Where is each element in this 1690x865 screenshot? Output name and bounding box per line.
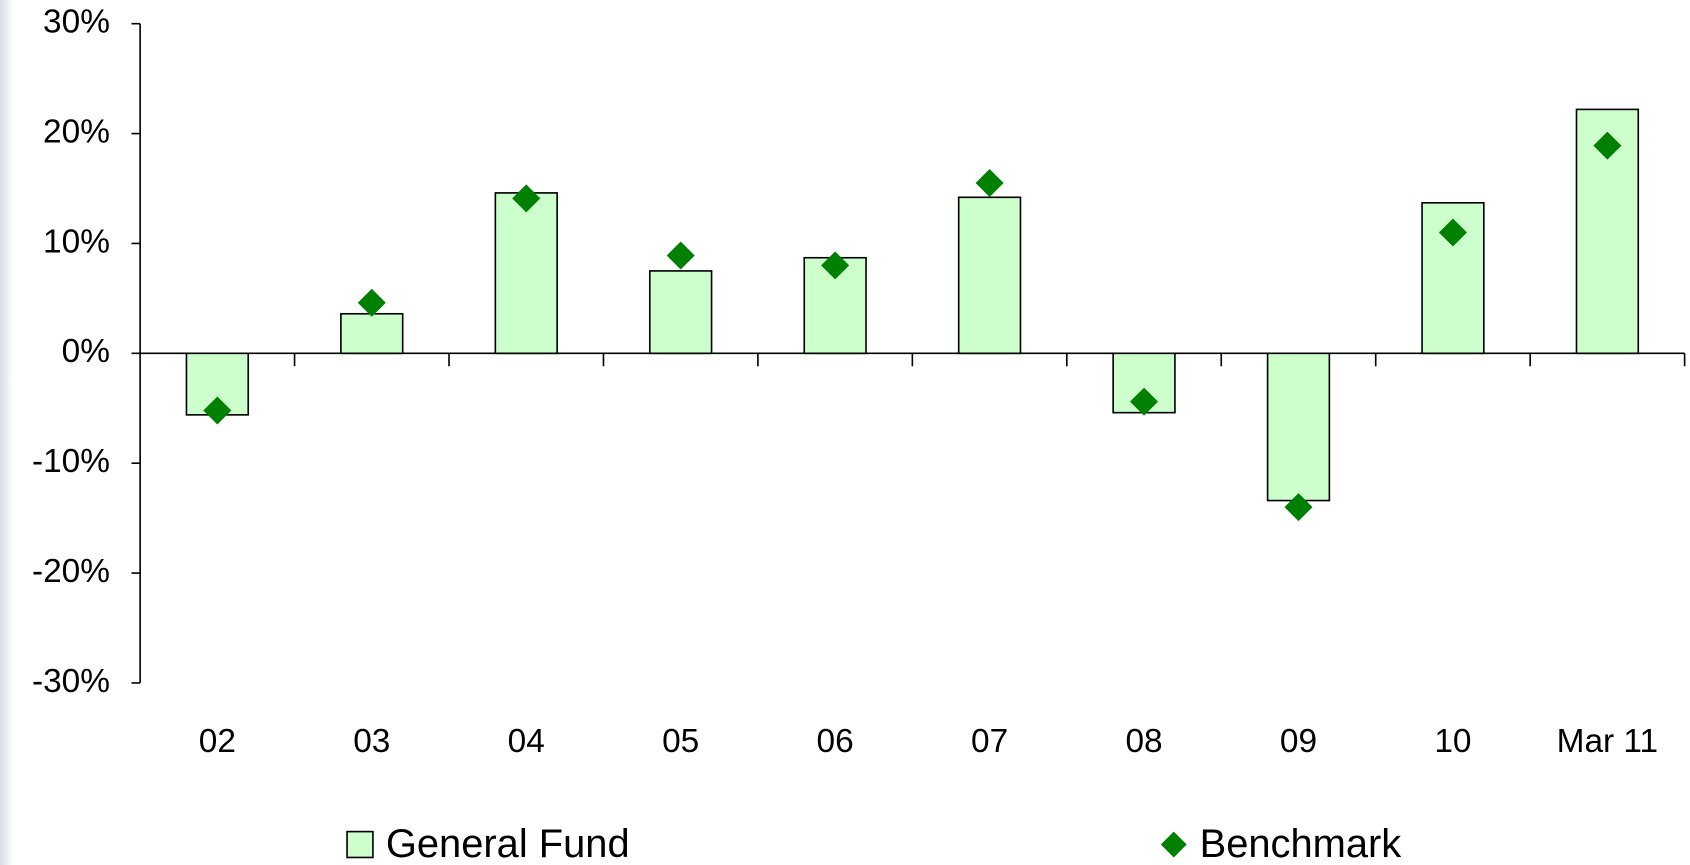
x-tick-label: 08	[1125, 723, 1162, 760]
y-tick-label: 0%	[62, 333, 110, 370]
x-tick-label: 10	[1434, 723, 1471, 760]
y-tick-label: -10%	[32, 443, 110, 480]
bar	[648, 270, 713, 355]
x-tick-label: 02	[199, 723, 236, 760]
marker	[1593, 131, 1622, 160]
marker	[357, 288, 386, 317]
y-tick-label: 10%	[43, 223, 110, 260]
x-tick-label: 05	[662, 723, 699, 760]
x-tick-label: Mar 11	[1557, 723, 1658, 760]
bar	[494, 192, 558, 355]
x-tick-label: 04	[508, 723, 545, 760]
marker	[666, 241, 695, 270]
side-strip	[0, 0, 13, 865]
x-tick-label: 03	[353, 723, 390, 760]
legend-swatch	[1160, 831, 1187, 858]
x-tick-label: 06	[817, 723, 854, 760]
legend-label: Benchmark	[1200, 822, 1402, 865]
x-tick-label: 07	[971, 723, 1008, 760]
bar	[340, 312, 404, 355]
bar	[1266, 352, 1331, 502]
marker	[821, 251, 850, 280]
marker	[975, 169, 1004, 198]
legend-swatch	[346, 830, 374, 859]
legend-label: General Fund	[386, 822, 630, 865]
y-tick-label: 20%	[43, 113, 110, 150]
y-tick-label: 30%	[43, 4, 110, 41]
y-tick-label: -30%	[32, 663, 110, 700]
bar	[957, 196, 1022, 355]
marker	[203, 396, 232, 425]
marker	[1130, 387, 1159, 416]
y-tick-label: -20%	[32, 553, 110, 590]
marker	[1284, 493, 1313, 522]
x-tick-label: 09	[1280, 723, 1317, 760]
